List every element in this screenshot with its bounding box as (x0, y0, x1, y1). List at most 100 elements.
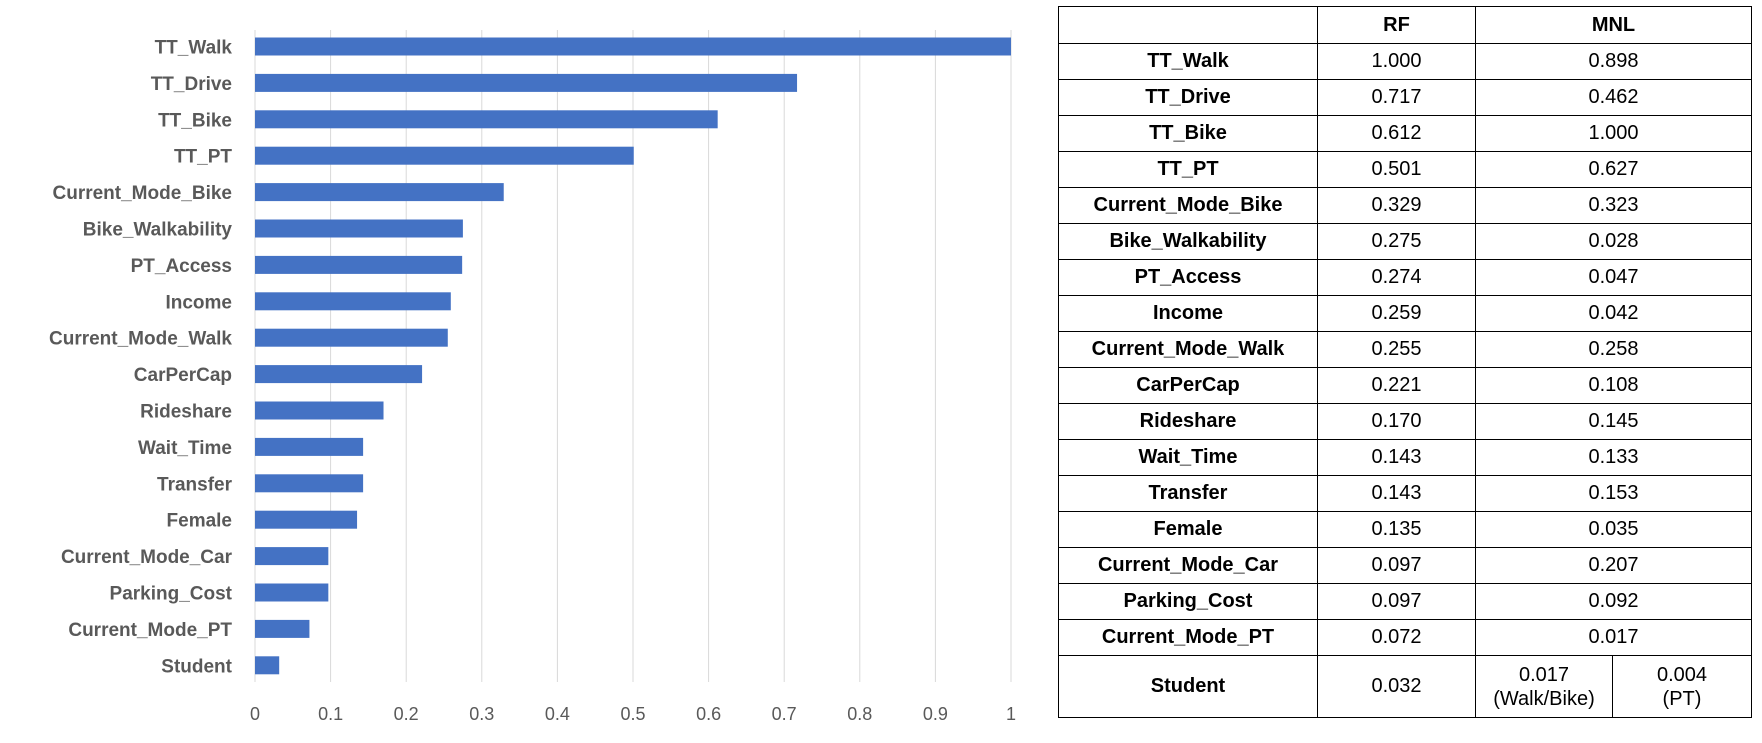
bar (255, 328, 448, 347)
table-row: Current_Mode_Bike 0.329 0.323 (1058, 187, 1752, 224)
row-name: Transfer (1058, 475, 1318, 512)
rf-value: 0.255 (1317, 331, 1476, 368)
mnl-value: 0.047 (1475, 259, 1752, 296)
bar (255, 583, 329, 602)
bars (255, 37, 1011, 675)
x-axis-ticks: 0 0.1 0.2 0.3 0.4 0.5 0.6 0.7 0.8 0.9 1 (250, 704, 1016, 724)
mnl-value: 0.323 (1475, 187, 1752, 224)
rf-value: 0.032 (1317, 655, 1476, 718)
category-label: TT_PT (174, 147, 232, 168)
feature-importance-bar-chart: TT_Walk TT_Drive TT_Bike TT_PT Current_Mode_… (49, 30, 1016, 724)
header-mnl: MNL (1475, 6, 1752, 44)
mnl-value: 0.028 (1475, 223, 1752, 260)
rf-value: 0.717 (1317, 79, 1476, 116)
bar (255, 146, 634, 165)
mnl-pt-cell: 0.004 (PT) (1612, 655, 1752, 718)
rf-value: 0.072 (1317, 619, 1476, 656)
table-row: Transfer 0.143 0.153 (1058, 475, 1752, 512)
row-name: Current_Mode_Walk (1058, 331, 1318, 368)
category-label: Rideshare (140, 402, 232, 423)
bar (255, 437, 364, 456)
mnl-value: 0.092 (1475, 583, 1752, 620)
bar (255, 183, 504, 202)
category-label: TT_Walk (155, 38, 233, 59)
bar (255, 510, 358, 529)
row-name: Parking_Cost (1058, 583, 1318, 620)
row-name: CarPerCap (1058, 367, 1318, 404)
rf-value: 0.221 (1317, 367, 1476, 404)
row-name: PT_Access (1058, 259, 1318, 296)
mnl-value: 0.153 (1475, 475, 1752, 512)
row-name: Current_Mode_PT (1058, 619, 1318, 656)
bar (255, 474, 364, 493)
row-name: Income (1058, 295, 1318, 332)
row-name: Student (1058, 655, 1318, 718)
rf-value: 0.143 (1317, 439, 1476, 476)
rf-value: 0.274 (1317, 259, 1476, 296)
rf-value: 0.143 (1317, 475, 1476, 512)
table-row: Current_Mode_Walk 0.255 0.258 (1058, 331, 1752, 368)
rf-value: 0.170 (1317, 403, 1476, 440)
x-tick-label: 1 (1006, 704, 1016, 724)
bar (255, 292, 451, 311)
mnl-value: 0.035 (1475, 511, 1752, 548)
bar (255, 619, 310, 638)
row-name: TT_Drive (1058, 79, 1318, 116)
category-label: PT_Access (131, 256, 232, 277)
rf-value: 0.135 (1317, 511, 1476, 548)
row-name: Current_Mode_Car (1058, 547, 1318, 584)
mnl-value: 1.000 (1475, 115, 1752, 152)
bar (255, 37, 1011, 56)
category-label: Current_Mode_Walk (49, 329, 232, 350)
bar (255, 219, 463, 238)
category-label: CarPerCap (134, 365, 232, 386)
category-label: Wait_Time (138, 438, 232, 459)
header-blank (1058, 6, 1318, 44)
header-rf: RF (1317, 6, 1476, 44)
table-row: TT_Bike 0.612 1.000 (1058, 115, 1752, 152)
x-tick-label: 0.9 (923, 704, 948, 724)
x-tick-label: 0.3 (469, 704, 494, 724)
gridlines (254, 30, 1012, 682)
x-tick-label: 0.6 (696, 704, 721, 724)
x-tick-label: 0.8 (847, 704, 872, 724)
category-label: Current_Mode_PT (68, 620, 232, 641)
rf-value: 0.097 (1317, 547, 1476, 584)
mnl-walk-bike-note: (Walk/Bike) (1493, 687, 1595, 710)
table-row: TT_Drive 0.717 0.462 (1058, 79, 1752, 116)
rf-value: 0.329 (1317, 187, 1476, 224)
table-row: Current_Mode_PT 0.072 0.017 (1058, 619, 1752, 656)
mnl-walk-bike-value: 0.017 (1518, 663, 1570, 686)
table-row-student: Student 0.032 0.017 (Walk/Bike) 0.004 (P… (1058, 655, 1752, 718)
mnl-walk-bike-cell: 0.017 (Walk/Bike) (1475, 655, 1613, 718)
mnl-value: 0.258 (1475, 331, 1752, 368)
row-name: TT_Bike (1058, 115, 1318, 152)
category-label: TT_Bike (158, 110, 232, 131)
table-row: TT_PT 0.501 0.627 (1058, 151, 1752, 188)
mnl-pt-value: 0.004 (1656, 663, 1708, 686)
rf-value: 0.501 (1317, 151, 1476, 188)
table-row: PT_Access 0.274 0.047 (1058, 259, 1752, 296)
category-label: Parking_Cost (110, 584, 233, 605)
mnl-value: 0.108 (1475, 367, 1752, 404)
row-name: Wait_Time (1058, 439, 1318, 476)
x-tick-label: 0 (250, 704, 260, 724)
bar (255, 547, 329, 566)
row-name: Female (1058, 511, 1318, 548)
table-row: TT_Walk 1.000 0.898 (1058, 43, 1752, 80)
mnl-value: 0.627 (1475, 151, 1752, 188)
rf-value: 1.000 (1317, 43, 1476, 80)
bar (255, 73, 798, 92)
category-label: Current_Mode_Car (61, 547, 233, 568)
mnl-value: 0.207 (1475, 547, 1752, 584)
row-name: Bike_Walkability (1058, 223, 1318, 260)
table-row: CarPerCap 0.221 0.108 (1058, 367, 1752, 404)
row-name: TT_Walk (1058, 43, 1318, 80)
bar (255, 255, 463, 274)
table-row: Rideshare 0.170 0.145 (1058, 403, 1752, 440)
rf-value: 0.259 (1317, 295, 1476, 332)
row-name: Current_Mode_Bike (1058, 187, 1318, 224)
table-row: Parking_Cost 0.097 0.092 (1058, 583, 1752, 620)
bar (255, 110, 718, 129)
table-row: Bike_Walkability 0.275 0.028 (1058, 223, 1752, 260)
